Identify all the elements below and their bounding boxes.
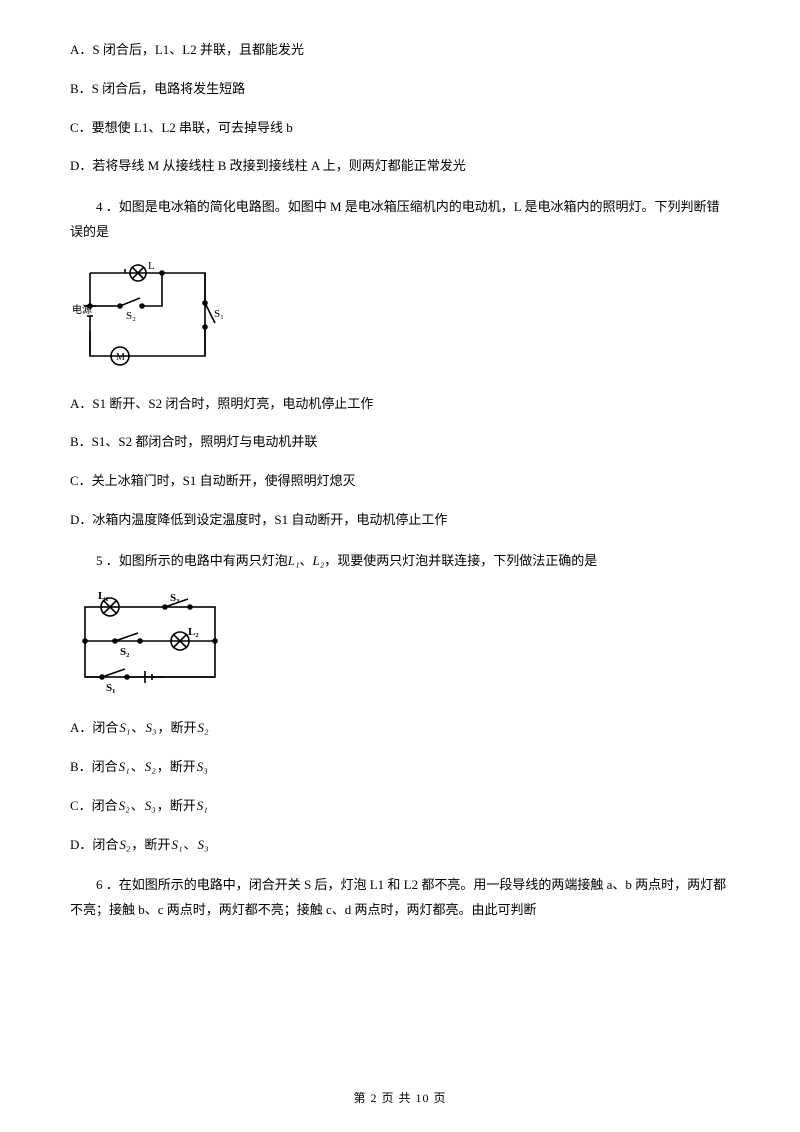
q4-option-b: B．S1、S2 都闭合时，照明灯与电动机并联: [70, 432, 730, 453]
q5-b-mid: ，断开: [157, 756, 196, 775]
q5-label-s2: S₂: [120, 646, 130, 658]
q5-label-s1: S₁: [106, 682, 115, 694]
q5-d-mid: ，断开: [131, 834, 170, 853]
q5-b-pre: B．闭合: [70, 756, 118, 775]
q5-l1: L₁: [288, 553, 300, 568]
q5-option-a: A．闭合S₁、S₃，断开S₂: [70, 717, 730, 736]
q4-option-c: C．关上冰箱门时，S1 自动断开，使得照明灯熄灭: [70, 471, 730, 492]
q5-d-s3: S₃: [197, 837, 208, 853]
q5-circuit-diagram: L₁ S₃ S₂ L₂ S₁: [70, 589, 730, 699]
q6-prompt: 6 ．在如图所示的电路中，闭合开关 S 后，灯泡 L1 和 L2 都不亮。用一段…: [70, 873, 730, 922]
q5-label-l2: L₂: [188, 626, 199, 638]
q3-option-d: D．若将导线 M 从接线柱 B 改接到接线柱 A 上，则两灯都能正常发光: [70, 156, 730, 177]
q4-option-d: D．冰箱内温度降低到设定温度时，S1 自动断开，电动机停止工作: [70, 510, 730, 531]
q5-sep: 、: [300, 553, 313, 568]
q5-l2: L₂: [313, 553, 325, 568]
q4-label-source: 电源: [72, 303, 92, 316]
q5-a-s1: S₁: [119, 720, 130, 736]
q4-prompt: 4 ．如图是电冰箱的简化电路图。如图中 M 是电冰箱压缩机内的电动机，L 是电冰…: [70, 195, 730, 244]
q4-label-s2: S₂: [126, 310, 136, 322]
q3-option-a: A．S 闭合后，L1、L2 并联，且都能发光: [70, 40, 730, 61]
q5-a-pre: A．闭合: [70, 717, 118, 736]
q4-label-motor: M: [116, 352, 125, 363]
q5-d-s2: S₂: [119, 837, 130, 853]
q4-label-lamp: L: [148, 261, 155, 272]
q5-d-pre: D．闭合: [70, 834, 118, 853]
q5-a-sep: 、: [131, 717, 144, 736]
q5-d-s1: S₁: [171, 837, 182, 853]
q5-d-sep: 、: [183, 834, 196, 853]
q4-circuit-diagram: 电源 L S₂ M S₁: [70, 261, 730, 376]
page-footer: 第 2 页 共 10 页: [0, 1089, 800, 1106]
q5-prompt: 5 ．如图所示的电路中有两只灯泡L₁、L₂，现要使两只灯泡并联连接，下列做法正确…: [70, 549, 730, 574]
q5-b-s1: S₁: [119, 759, 130, 775]
q4-option-a: A．S1 断开、S2 闭合时，照明灯亮，电动机停止工作: [70, 394, 730, 415]
q5-b-sep: 、: [131, 756, 144, 775]
q5-prompt-mid: ，现要使两只灯泡并联连接，下列做法正确的是: [324, 553, 597, 568]
q3-option-c: C．要想使 L1、L2 串联，可去掉导线 b: [70, 118, 730, 139]
q5-c-s1: S₁: [197, 798, 208, 814]
q5-option-d: D．闭合S₂，断开S₁、S₃: [70, 834, 730, 853]
q5-a-mid: ，断开: [157, 717, 196, 736]
q5-prompt-pre: 5 ．如图所示的电路中有两只灯泡: [96, 553, 288, 568]
q3-option-b: B．S 闭合后，电路将发生短路: [70, 79, 730, 100]
q5-label-s3: S₃: [170, 592, 180, 604]
q5-option-b: B．闭合S₁、S₂，断开S₃: [70, 756, 730, 775]
q5-c-pre: C．闭合: [70, 795, 118, 814]
q5-a-s2: S₂: [197, 720, 208, 736]
q5-c-s3: S₃: [145, 798, 156, 814]
q5-c-sep: 、: [131, 795, 144, 814]
q5-b-s2: S₂: [145, 759, 156, 775]
q5-b-s3: S₃: [197, 759, 208, 775]
q5-label-l1: L₁: [98, 590, 109, 602]
q5-c-mid: ，断开: [157, 795, 196, 814]
q5-c-s2: S₂: [119, 798, 130, 814]
q5-a-s3: S₃: [145, 720, 156, 736]
q4-label-s1: S₁: [214, 308, 224, 320]
q5-option-c: C．闭合S₂、S₃，断开S₁: [70, 795, 730, 814]
